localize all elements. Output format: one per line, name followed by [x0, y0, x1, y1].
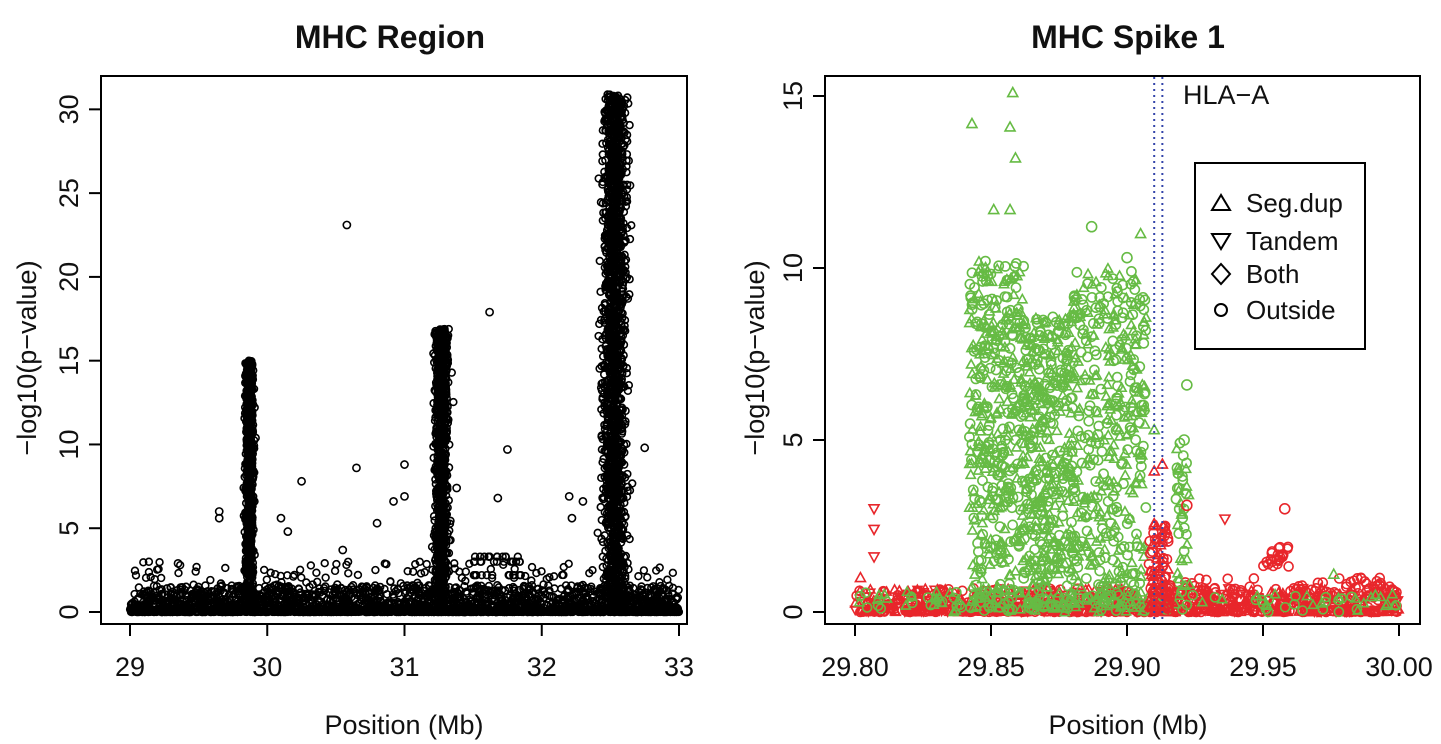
data-point: [643, 573, 652, 582]
data-point: [639, 566, 649, 575]
data-point: [206, 575, 215, 585]
data-point: [595, 256, 604, 266]
data-point: [174, 568, 183, 578]
data-point: [262, 575, 272, 584]
data-point: [295, 565, 305, 575]
data-point: [306, 561, 316, 570]
scatter-points-left: [125, 90, 684, 617]
data-point: [527, 562, 537, 572]
data-point: [330, 566, 340, 576]
data-point: [668, 568, 678, 578]
data-point: [321, 573, 330, 582]
chart-title-mhc-region: MHC Region: [295, 19, 485, 55]
data-point: [353, 570, 363, 580]
data-point: [527, 576, 536, 585]
data-point: [131, 571, 141, 580]
data-point: [221, 563, 230, 573]
data-point: [192, 562, 201, 572]
data-point: [156, 573, 166, 583]
data-point: [422, 559, 431, 569]
data-point: [344, 569, 353, 578]
data-point: [320, 558, 329, 568]
data-point: [332, 559, 341, 569]
data-point: [266, 568, 275, 577]
data-point: [634, 571, 643, 581]
data-point: [312, 568, 321, 577]
data-point: [549, 572, 559, 581]
data-point: [371, 565, 380, 575]
data-point: [155, 558, 164, 567]
data-point: [141, 573, 151, 583]
